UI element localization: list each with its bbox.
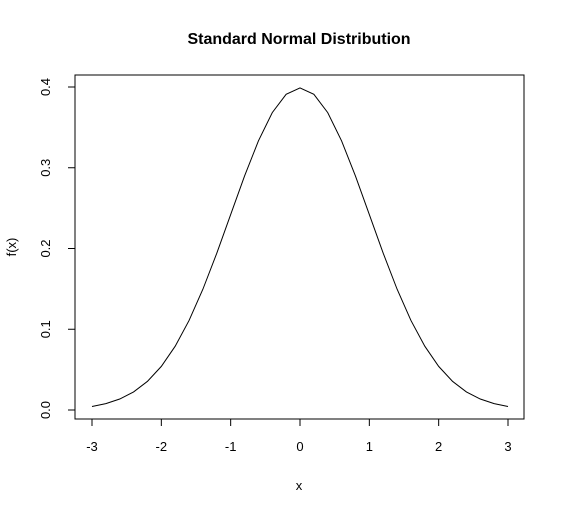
x-tick-label: 3 <box>504 439 511 454</box>
y-axis: 0.0 0.1 0.2 0.3 0.4 <box>38 78 75 419</box>
x-tick-label: -1 <box>225 439 237 454</box>
x-tick-label: 2 <box>435 439 442 454</box>
x-tick-label: -2 <box>156 439 168 454</box>
y-tick-label: 0.0 <box>38 401 53 419</box>
x-axis: -3 -2 -1 0 1 2 3 <box>86 419 512 454</box>
density-curve <box>91 87 509 407</box>
x-tick-label: -3 <box>86 439 98 454</box>
y-axis-label: f(x) <box>4 238 19 257</box>
y-tick-label: 0.4 <box>38 78 53 96</box>
series-layer <box>91 87 509 407</box>
x-axis-label: x <box>296 478 303 493</box>
y-tick-label: 0.2 <box>38 239 53 257</box>
y-tick-label: 0.1 <box>38 320 53 338</box>
x-tick-label: 1 <box>366 439 373 454</box>
x-tick-label: 0 <box>296 439 303 454</box>
y-tick-label: 0.3 <box>38 159 53 177</box>
chart-title: Standard Normal Distribution <box>187 31 410 48</box>
